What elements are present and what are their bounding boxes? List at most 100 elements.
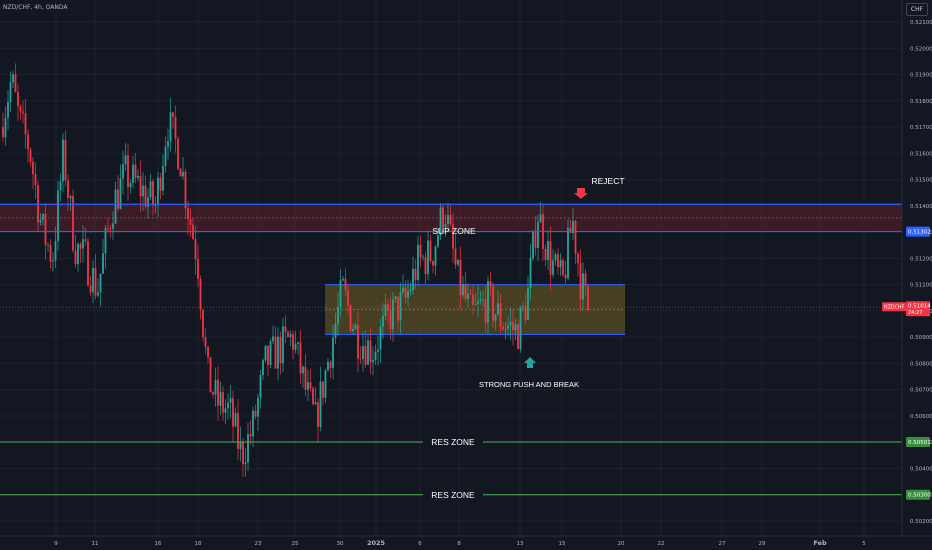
candle-body (139, 175, 142, 197)
candle-body (89, 285, 92, 293)
candle-body (12, 74, 14, 83)
candle-body (337, 307, 339, 324)
candle-body (272, 336, 274, 342)
candle-body (147, 197, 149, 207)
price-tick-label: 0.51700 (910, 125, 932, 131)
candle-body (569, 227, 572, 234)
time-tick-label: 13 (517, 541, 524, 547)
candle-body (459, 259, 462, 296)
candle-body (457, 259, 459, 265)
candle-body (369, 340, 372, 363)
currency-button[interactable]: CHF (906, 3, 928, 16)
candle-body (172, 112, 174, 117)
candle-body (127, 155, 129, 188)
res-level-2-tag (906, 489, 930, 500)
candle-body (519, 307, 522, 349)
candle-body (562, 260, 564, 275)
candle-body (537, 222, 539, 248)
candle-body (227, 402, 229, 409)
candle-body (149, 181, 152, 198)
candle-body (204, 337, 207, 347)
candle-body (402, 287, 404, 293)
candle-body (347, 289, 349, 306)
candle-body (169, 112, 172, 141)
candle-body (14, 74, 17, 93)
candle-body (324, 370, 327, 398)
candle-body (427, 240, 429, 275)
candle-body (282, 326, 284, 364)
candle-body (157, 177, 159, 205)
price-tick-label: 0.50200 (910, 519, 932, 525)
candle-body (187, 208, 189, 220)
candle-body (137, 175, 139, 178)
candle-body (587, 285, 589, 310)
candle-body (572, 220, 574, 234)
candle-body (544, 248, 547, 260)
price-tick-label: 0.51100 (910, 283, 932, 289)
candle-body (49, 244, 52, 262)
time-tick-label: 18 (195, 541, 202, 547)
candle-body (297, 342, 299, 344)
candle-body (552, 260, 554, 275)
candle-body (434, 246, 437, 266)
candle-body (497, 303, 499, 315)
time-tick-label: 11 (92, 541, 99, 547)
candle-body (349, 305, 352, 331)
sup-zone-label: SUP ZONE (432, 226, 476, 236)
candle-body (322, 381, 324, 398)
candle-body (92, 267, 94, 293)
candle-body (289, 334, 292, 337)
candle-body (372, 359, 374, 363)
candle-body (462, 284, 464, 296)
candle-body (4, 117, 7, 138)
candle-body (342, 278, 344, 281)
candle-body (447, 214, 449, 225)
price-tick-label: 0.51200 (910, 256, 932, 262)
candle-body (579, 263, 582, 300)
candle-body (529, 258, 532, 289)
time-tick-label: 29 (759, 541, 766, 547)
candle-body (224, 408, 227, 413)
candle-body (504, 328, 507, 330)
candle-body (222, 392, 224, 413)
candle-body (524, 306, 527, 320)
time-tick-label: 27 (719, 541, 726, 547)
candle-body (217, 379, 219, 406)
current-price-label: 0.51014 (908, 304, 931, 310)
candle-body (269, 341, 272, 366)
candle-body (312, 388, 314, 405)
candle-body (399, 292, 402, 321)
candle-body (359, 358, 362, 360)
candle-body (507, 325, 509, 329)
price-tick-label: 0.50800 (910, 361, 932, 367)
candle-body (574, 220, 577, 254)
candle-body (42, 213, 44, 220)
candle-body (439, 207, 442, 236)
symbol-header[interactable]: NZD/CHF, 4h, OANDA (3, 4, 68, 11)
candle-body (229, 398, 232, 403)
candle-body (317, 402, 319, 427)
candle-body (234, 413, 237, 427)
candle-body (339, 280, 342, 308)
candle-body (144, 185, 147, 207)
candle-body (332, 337, 334, 368)
price-tick-label: 0.50700 (910, 388, 932, 394)
candle-body (482, 299, 484, 301)
candle-body (477, 301, 479, 305)
candle-body (567, 227, 569, 279)
candle-body (432, 260, 434, 266)
time-tick-label: 15 (559, 541, 566, 547)
price-tick-label: 0.50600 (910, 414, 932, 420)
time-tick-label: 5 (862, 541, 866, 547)
candle-body (199, 278, 202, 310)
candle-body (277, 336, 279, 369)
candle-body (112, 223, 114, 229)
candle-body (184, 171, 187, 209)
candle-body (442, 207, 444, 228)
candle-body (22, 111, 24, 114)
candle-body (309, 382, 312, 389)
candle-body (247, 434, 249, 463)
candle-body (84, 239, 87, 242)
candle-body (24, 113, 27, 135)
